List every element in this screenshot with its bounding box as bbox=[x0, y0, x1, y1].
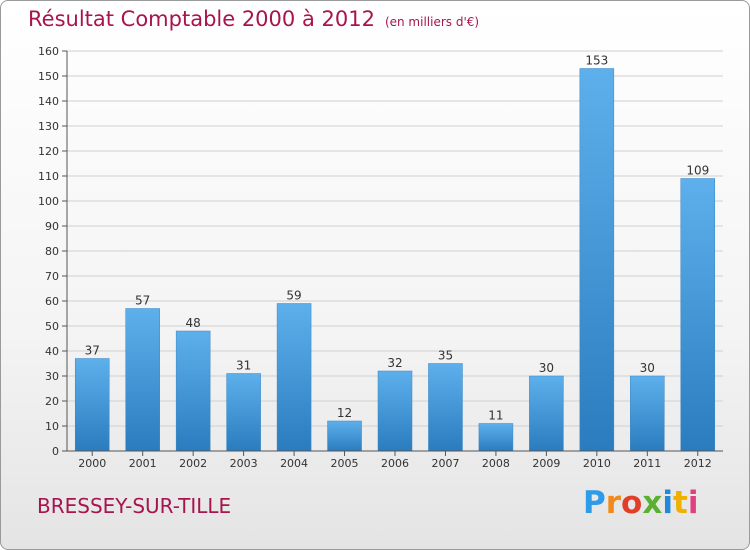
x-tick-label: 2003 bbox=[230, 457, 258, 470]
bar-value-label: 153 bbox=[585, 54, 608, 68]
bar bbox=[125, 308, 160, 452]
bar bbox=[226, 373, 261, 452]
x-tick-label: 2002 bbox=[179, 457, 207, 470]
x-tick-label: 2004 bbox=[280, 457, 308, 470]
bar bbox=[327, 420, 362, 452]
logo-letter: o bbox=[621, 485, 643, 521]
x-tick-label: 2010 bbox=[583, 457, 611, 470]
commune-name: BRESSEY-SUR-TILLE bbox=[37, 494, 232, 518]
bar-value-label: 12 bbox=[337, 406, 352, 420]
bar-value-label: 35 bbox=[438, 349, 453, 363]
bar bbox=[428, 363, 463, 452]
bar-value-label: 37 bbox=[85, 344, 100, 358]
y-tick-label: 80 bbox=[45, 245, 59, 258]
bar-value-label: 109 bbox=[686, 164, 709, 178]
axes bbox=[62, 50, 723, 456]
labels: 0 10 20 30 40 50 60 70 80 90 100 110 120 130 140 150 160… bbox=[38, 45, 712, 470]
bar bbox=[529, 375, 564, 452]
x-tick-label: 2006 bbox=[381, 457, 409, 470]
proxiti-logo: Proxiti bbox=[583, 485, 698, 521]
logo-letter: t bbox=[672, 485, 688, 521]
y-tick-label: 160 bbox=[38, 45, 59, 58]
chart-title: Résultat Comptable 2000 à 2012 (en millie… bbox=[28, 7, 479, 31]
y-tick-label: 60 bbox=[45, 295, 59, 308]
x-tick-label: 2011 bbox=[633, 457, 661, 470]
y-tick-label: 20 bbox=[45, 395, 59, 408]
bar-value-label: 57 bbox=[135, 294, 150, 308]
bar-value-label: 31 bbox=[236, 359, 251, 373]
y-tick-label: 120 bbox=[38, 145, 59, 158]
bar-value-label: 59 bbox=[286, 289, 301, 303]
logo-letter: r bbox=[605, 485, 622, 521]
y-tick-label: 0 bbox=[52, 445, 59, 458]
y-tick-label: 50 bbox=[45, 320, 59, 333]
bar-value-label: 32 bbox=[387, 356, 402, 370]
chart-unit-label: (en milliers d'€) bbox=[384, 15, 480, 29]
logo-letter: x bbox=[642, 485, 663, 521]
x-tick-label: 2005 bbox=[331, 457, 359, 470]
x-tick-label: 2009 bbox=[532, 457, 560, 470]
bars bbox=[74, 68, 716, 452]
chart-title-text: Résultat Comptable 2000 à 2012 bbox=[28, 7, 375, 31]
bar bbox=[74, 358, 110, 452]
x-tick-label: 2001 bbox=[129, 457, 157, 470]
y-tick-label: 110 bbox=[38, 170, 59, 183]
bar bbox=[276, 303, 312, 452]
y-tick-label: 150 bbox=[38, 70, 59, 83]
x-tick-label: 2007 bbox=[431, 457, 459, 470]
bar bbox=[377, 370, 413, 452]
y-tick-label: 40 bbox=[45, 345, 59, 358]
x-tick-label: 2012 bbox=[684, 457, 712, 470]
bar-value-label: 11 bbox=[488, 409, 503, 423]
y-tick-label: 130 bbox=[38, 120, 59, 133]
y-tick-label: 140 bbox=[38, 95, 59, 108]
x-tick-label: 2000 bbox=[78, 457, 106, 470]
y-tick-label: 70 bbox=[45, 270, 59, 283]
bar-value-label: 30 bbox=[640, 361, 655, 375]
bar bbox=[579, 68, 615, 452]
y-tick-label: 10 bbox=[45, 420, 59, 433]
x-tick-label: 2008 bbox=[482, 457, 510, 470]
y-tick-label: 100 bbox=[38, 195, 59, 208]
bar bbox=[175, 330, 211, 452]
bar bbox=[680, 178, 716, 452]
logo-letter: P bbox=[583, 485, 606, 521]
logo-letter: i bbox=[687, 485, 699, 521]
y-tick-label: 30 bbox=[45, 370, 59, 383]
bar bbox=[630, 375, 665, 452]
bar-value-label: 30 bbox=[539, 361, 554, 375]
bar-value-label: 48 bbox=[186, 316, 201, 330]
bar bbox=[478, 423, 514, 452]
y-tick-label: 90 bbox=[45, 220, 59, 233]
logo-letter: i bbox=[662, 485, 673, 521]
